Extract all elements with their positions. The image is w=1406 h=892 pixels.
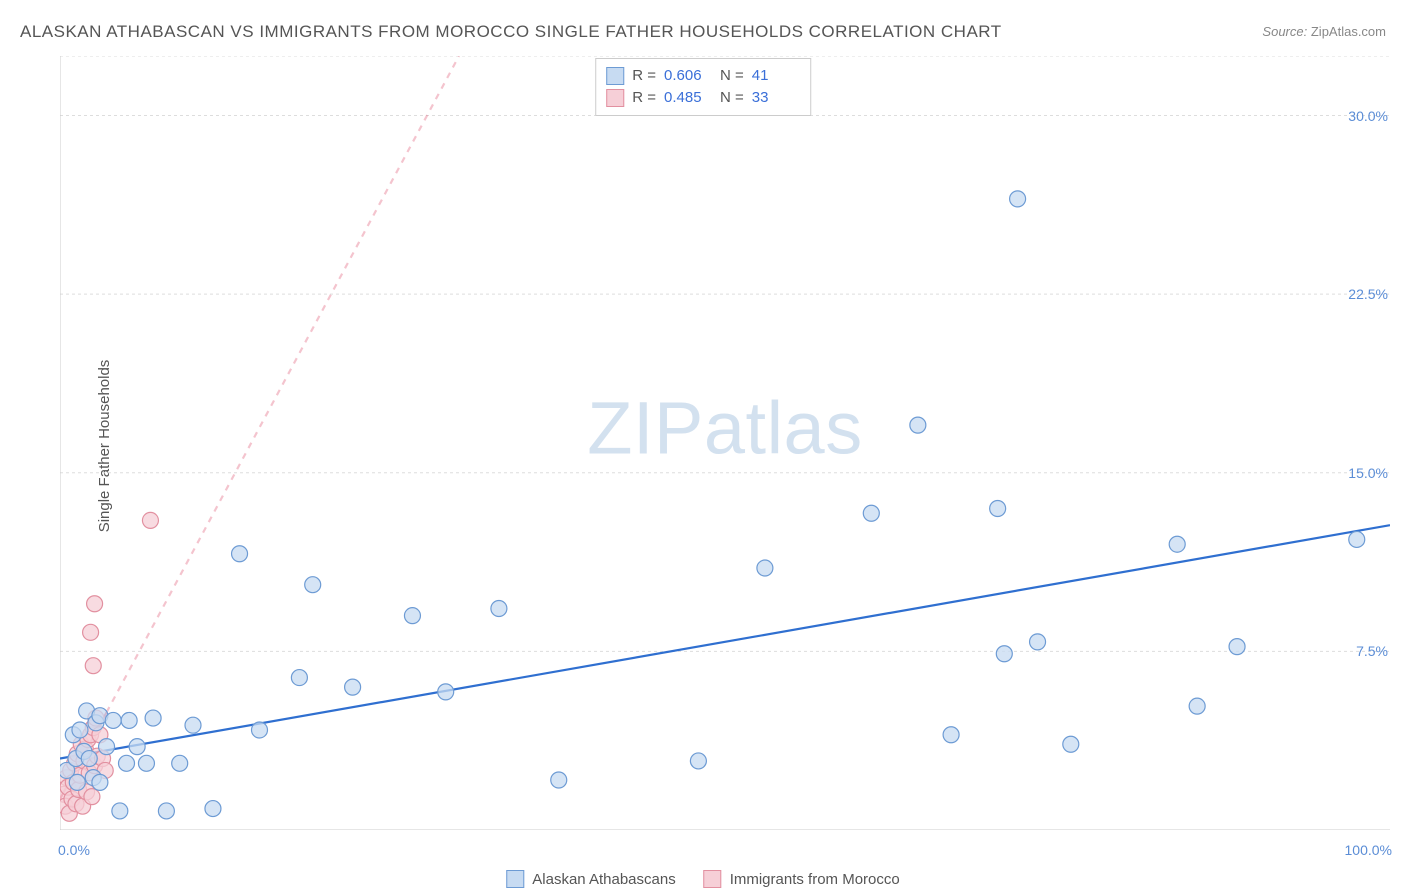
swatch-athabascan-icon (606, 67, 624, 85)
source-label: Source: (1262, 24, 1307, 39)
n-value-morocco: 33 (752, 87, 800, 109)
n-value-athabascan: 41 (752, 65, 800, 87)
legend-label-morocco: Immigrants from Morocco (730, 871, 900, 888)
r-key: R = (632, 65, 656, 87)
scatter-chart-svg (60, 56, 1390, 830)
n-key: N = (720, 87, 744, 109)
legend-row-morocco: R = 0.485 N = 33 (606, 87, 800, 109)
r-value-morocco: 0.485 (664, 87, 712, 109)
legend-label-athabascan: Alaskan Athabascans (532, 871, 675, 888)
swatch-morocco-icon (704, 870, 722, 888)
n-key: N = (720, 65, 744, 87)
y-tick-label: 15.0% (1348, 465, 1392, 481)
source-value: ZipAtlas.com (1311, 24, 1386, 39)
x-tick-label-max: 100.0% (1345, 842, 1392, 858)
legend-item-morocco: Immigrants from Morocco (704, 870, 900, 888)
legend-item-athabascan: Alaskan Athabascans (506, 870, 675, 888)
r-value-athabascan: 0.606 (664, 65, 712, 87)
chart-area: ZIPatlas 7.5%15.0%22.5%30.0%0.0%100.0% (60, 56, 1390, 830)
correlation-legend: R = 0.606 N = 41 R = 0.485 N = 33 (595, 58, 811, 116)
x-tick-label-min: 0.0% (58, 842, 90, 858)
y-tick-label: 22.5% (1348, 286, 1392, 302)
y-tick-label: 30.0% (1348, 108, 1392, 124)
chart-title: ALASKAN ATHABASCAN VS IMMIGRANTS FROM MO… (20, 22, 1002, 42)
swatch-morocco-icon (606, 89, 624, 107)
series-legend: Alaskan Athabascans Immigrants from Moro… (506, 870, 899, 888)
y-tick-label: 7.5% (1356, 643, 1392, 659)
swatch-athabascan-icon (506, 870, 524, 888)
source-attribution: Source: ZipAtlas.com (1262, 24, 1386, 39)
r-key: R = (632, 87, 656, 109)
legend-row-athabascan: R = 0.606 N = 41 (606, 65, 800, 87)
